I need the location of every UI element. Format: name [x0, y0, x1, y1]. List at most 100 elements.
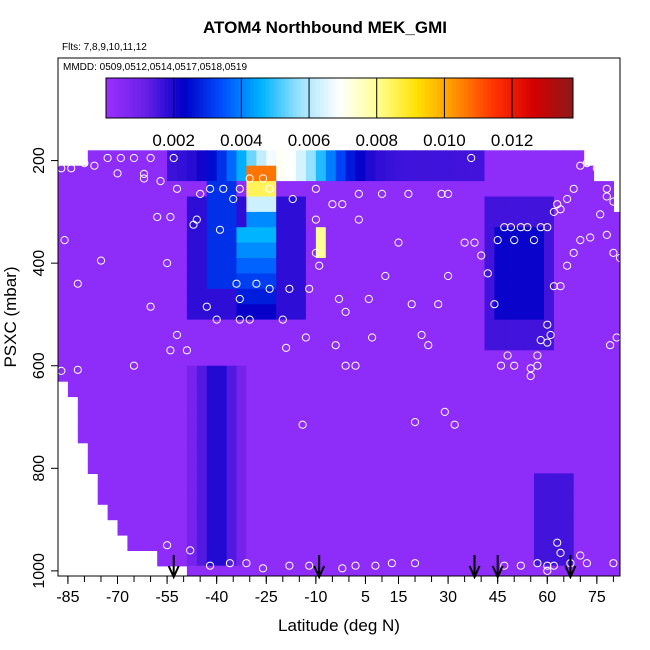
heatmap-cell: [316, 335, 327, 351]
heatmap-cell: [574, 427, 585, 443]
heatmap-cell: [485, 304, 496, 320]
heatmap-cell: [375, 335, 386, 351]
heatmap-cell: [266, 381, 277, 397]
heatmap-cell: [276, 520, 287, 536]
heatmap-cell: [316, 535, 327, 551]
colorbar-segment: [254, 78, 258, 118]
heatmap-cell: [326, 258, 337, 274]
heatmap-cell: [514, 243, 525, 259]
heatmap-cell: [445, 273, 456, 289]
heatmap-cell: [504, 397, 515, 413]
heatmap-cell: [475, 473, 486, 489]
heatmap-cell: [256, 227, 267, 243]
heatmap-cell: [475, 289, 486, 305]
heatmap-cell: [256, 181, 267, 197]
heatmap-cell: [375, 243, 386, 259]
heatmap-cell: [88, 350, 99, 366]
heatmap-cell: [455, 520, 466, 536]
heatmap-cell: [554, 397, 565, 413]
heatmap-cell: [405, 566, 416, 582]
heatmap-cell: [246, 366, 257, 382]
heatmap-cell: [256, 150, 267, 166]
heatmap-cell: [494, 150, 505, 166]
heatmap-cell: [157, 489, 168, 505]
heatmap-cell: [187, 473, 198, 489]
heatmap-cell: [326, 458, 337, 474]
heatmap-cell: [604, 504, 615, 520]
heatmap-cell: [137, 381, 148, 397]
heatmap-cell: [584, 412, 595, 428]
heatmap-cell: [306, 181, 317, 197]
heatmap-cell: [564, 535, 575, 551]
colorbar-segment: [223, 78, 227, 118]
heatmap-cell: [445, 520, 456, 536]
heatmap-cell: [604, 473, 615, 489]
heatmap-cell: [485, 473, 496, 489]
heatmap-cell: [385, 258, 396, 274]
heatmap-cell: [613, 412, 624, 428]
heatmap-cell: [356, 181, 367, 197]
heatmap-cell: [147, 350, 158, 366]
colorbar-segment: [363, 78, 367, 118]
heatmap-cell: [276, 258, 287, 274]
heatmap-cell: [534, 289, 545, 305]
heatmap-cell: [445, 227, 456, 243]
heatmap-cell: [584, 273, 595, 289]
heatmap-cell: [475, 227, 486, 243]
heatmap-cell: [613, 273, 624, 289]
heatmap-cell: [306, 335, 317, 351]
heatmap-cell: [405, 535, 416, 551]
heatmap-cell: [266, 289, 277, 305]
heatmap-cell: [78, 212, 89, 228]
heatmap-cell: [246, 443, 257, 459]
heatmap-cell: [118, 320, 129, 336]
heatmap-cell: [475, 258, 486, 274]
heatmap-cell: [385, 381, 396, 397]
heatmap-cell: [336, 397, 347, 413]
heatmap-cell: [286, 181, 297, 197]
heatmap-cell: [177, 273, 188, 289]
heatmap-cell: [465, 212, 476, 228]
sample-point: [81, 160, 88, 167]
heatmap-cell: [197, 243, 208, 259]
heatmap-cell: [276, 381, 287, 397]
heatmap-cell: [286, 504, 297, 520]
heatmap-cell: [296, 166, 307, 182]
heatmap-cell: [524, 397, 535, 413]
heatmap-cell: [137, 366, 148, 382]
heatmap-cell: [435, 289, 446, 305]
heatmap-cell: [256, 397, 267, 413]
heatmap-cell: [207, 181, 218, 197]
heatmap-cell: [296, 489, 307, 505]
heatmap-cell: [346, 412, 357, 428]
heatmap-cell: [465, 381, 476, 397]
heatmap-cell: [504, 489, 515, 505]
heatmap-cell: [445, 489, 456, 505]
heatmap-cell: [197, 381, 208, 397]
heatmap-cell: [425, 489, 436, 505]
heatmap-cell: [435, 397, 446, 413]
heatmap-cell: [475, 350, 486, 366]
heatmap-cell: [296, 520, 307, 536]
heatmap-cell: [98, 412, 109, 428]
heatmap-cell: [365, 243, 376, 259]
heatmap-cell: [544, 181, 555, 197]
heatmap-cell: [157, 397, 168, 413]
colorbar-segment: [464, 78, 468, 118]
heatmap-cell: [485, 289, 496, 305]
heatmap-cell: [108, 181, 119, 197]
heatmap-cell: [98, 366, 109, 382]
heatmap-cell: [564, 381, 575, 397]
heatmap-cell: [445, 181, 456, 197]
heatmap-cell: [445, 504, 456, 520]
heatmap-cell: [276, 335, 287, 351]
heatmap-cell: [524, 150, 535, 166]
heatmap-cell: [613, 458, 624, 474]
heatmap-cell: [475, 427, 486, 443]
heatmap-cell: [356, 197, 367, 213]
heatmap-cell: [256, 243, 267, 259]
colorbar-segment: [129, 78, 133, 118]
heatmap-cell: [356, 150, 367, 166]
heatmap-cell: [187, 458, 198, 474]
heatmap-cell: [246, 397, 257, 413]
